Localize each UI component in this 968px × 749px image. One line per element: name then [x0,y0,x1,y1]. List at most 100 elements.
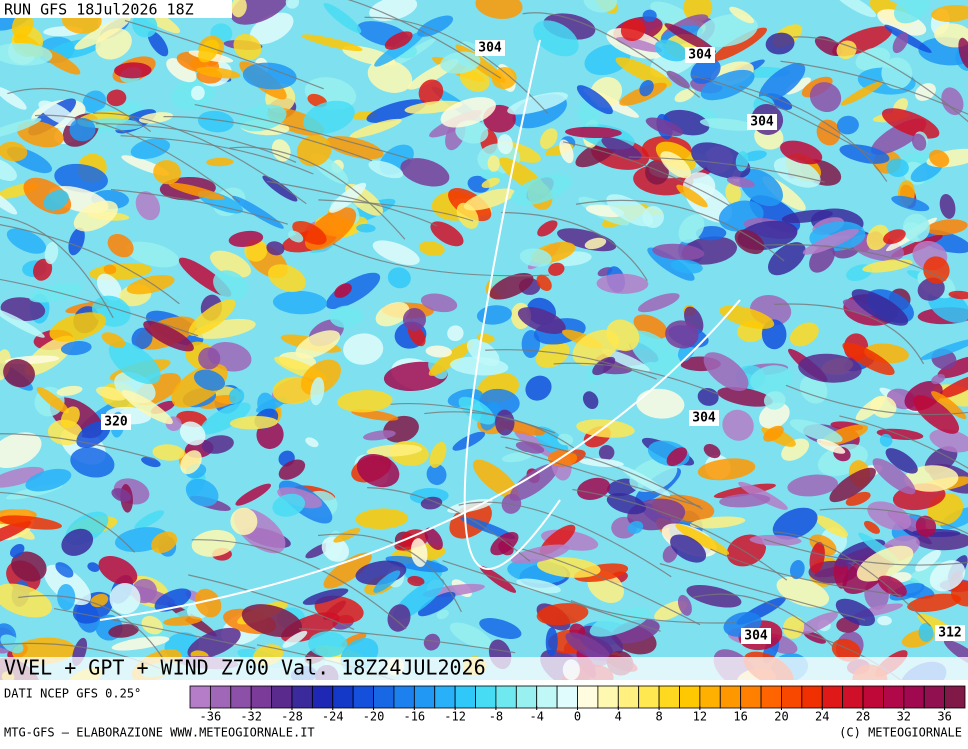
streamline [782,627,902,680]
vvel-blob [98,555,138,586]
vvel-blob [285,0,299,9]
contour-label: 304 [750,115,774,130]
vvel-blob [288,230,304,243]
source-label: DATI NCEP GFS 0.25° [4,687,141,701]
vvel-blob [722,409,754,441]
streamline [229,146,406,240]
vvel-blob [576,85,613,115]
vvel-blob [537,220,558,237]
colorbar-tick-label: 16 [733,710,747,724]
vvel-blob [384,31,413,50]
vvel-blob [101,332,126,348]
vvel-blob [168,182,225,200]
colorbar-tick-label: 4 [615,710,622,724]
vvel-blob [95,386,127,401]
vvel-blob [60,406,80,429]
streamline [774,303,925,365]
colorbar-swatch [801,685,823,709]
vvel-blob [918,623,934,642]
colorbar-tick-label: 8 [655,710,662,724]
vvel-blob [228,230,264,247]
vvel-blob [678,214,705,243]
vvel-blob [387,267,411,289]
vvel-blob [851,289,909,326]
vvel-blob [0,86,27,110]
vvel-blob [516,578,561,594]
vvel-blob [891,195,930,212]
gpt-contour [463,39,561,570]
colorbar-tick-label: -36 [200,710,222,724]
vvel-blob [797,612,838,635]
run-box [0,0,232,18]
vvel-blob [268,264,306,293]
vvel-blob [333,528,361,543]
vvel-blob [303,100,355,134]
vvel-blob [206,157,234,167]
vvel-blob [54,163,108,193]
vvel-blob [958,37,968,69]
colorbar-swatch [781,685,803,709]
colorbar-swatch [862,685,884,709]
vvel-blob [923,256,950,284]
vvel-blob [911,133,927,151]
footer-right: (C) METEOGIORNALE [839,726,962,740]
vvel-blob [696,14,758,48]
vvel-blob [0,520,32,548]
vvel-blob [196,66,241,79]
vvel-blob [475,0,523,19]
vvel-blob [266,241,285,256]
vvel-blob [809,82,842,113]
vvel-blob [356,454,400,488]
vvel-blob [271,139,291,162]
streamline [739,85,888,182]
colorbar-swatch [679,685,701,709]
vvel-blob [107,233,134,258]
vvel-blob [629,330,682,376]
vvel-blob [750,365,793,394]
vvel-blob [230,0,290,25]
vvel-blob [855,47,891,71]
vvel-blob [582,391,599,409]
run-label: RUN GFS 18Jul2026 18Z [4,1,194,19]
vvel-blob [799,375,828,404]
vvel-blob [780,140,823,165]
streamline [0,278,199,337]
colorbar-tick-label: 0 [574,710,581,724]
vvel-blob [836,115,859,135]
colorbar-swatch [699,685,721,709]
streamline [659,563,866,621]
vvel-blob [490,531,519,556]
colorbar-swatch [230,685,252,709]
colorbar-swatch [821,685,844,709]
vvel-blob [460,516,516,540]
vvel-blob [931,391,967,420]
vvel-blob [834,0,877,18]
streamline [318,533,462,613]
vvel-blob [190,85,205,101]
vvel-blob [0,42,53,66]
vvel-blob [654,39,688,62]
vvel-blob [134,510,165,530]
streamline [485,349,657,380]
vvel-blob [44,241,59,265]
vvel-blob [712,27,767,61]
vvel-blob [198,347,221,370]
vvel-blob [835,598,876,627]
vvel-blob [11,551,47,582]
vvel-blob [130,138,171,160]
vvel-blob [639,79,654,97]
contour-label-box [747,114,777,130]
vvel-blob [589,607,650,637]
vvel-blob [501,451,533,463]
vvel-blob [147,30,169,57]
colorbar-swatch [475,685,497,709]
vvel-blob [210,250,251,278]
vvel-blob [666,447,688,467]
streamline [347,0,502,79]
vvel-blob [491,67,517,90]
vvel-blob [349,118,402,139]
vvel-blob [758,62,806,102]
vvel-blob [25,468,72,492]
vvel-blob [699,118,758,131]
vvel-blob [0,118,42,140]
